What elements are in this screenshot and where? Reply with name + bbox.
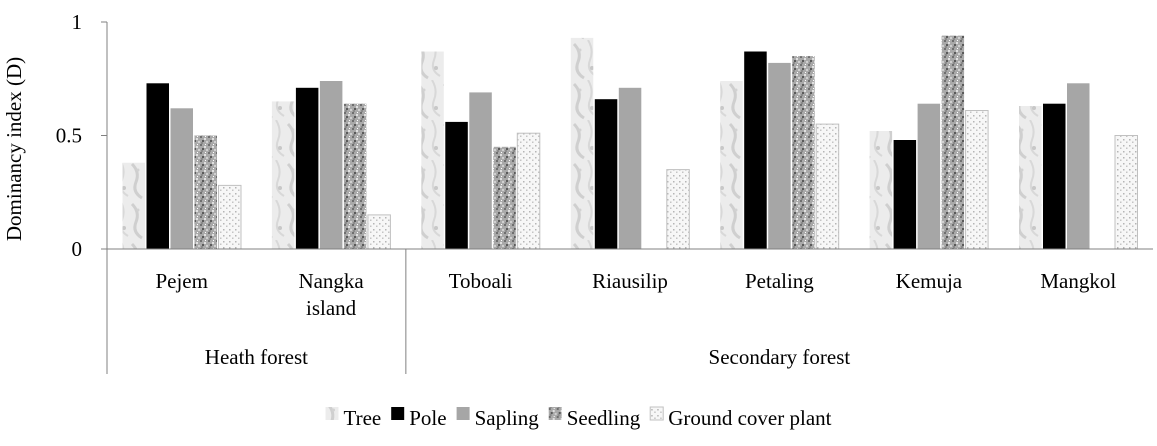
axes-layer [101,21,1153,374]
legend-swatch-seedling [548,407,562,420]
bar-sapling-6 [1067,83,1090,249]
bar-sapling-4 [768,62,791,250]
legend-label: Seedling [567,406,641,430]
bar-seedling-5 [941,35,965,249]
legend-item-sapling: Sapling [456,406,540,430]
bar-sapling-3 [618,87,642,249]
legend-label: Pole [409,406,446,430]
x-tick-label: Petaling [745,269,814,293]
x-tick-label: Nangka [298,269,364,293]
y-tick-label: 0 [72,237,83,261]
bar-ground-3 [666,169,690,250]
legend-label: Tree [344,406,382,430]
legend-swatch-ground [649,406,664,421]
bar-seedling-4 [792,56,815,249]
bar-seedling-0 [194,135,217,249]
y-tick-label: 0.5 [56,124,82,148]
legend-swatch-sapling [456,407,470,420]
bar-pole-3 [594,99,618,249]
bar-pole-2 [445,121,468,249]
x-tick-label: Toboali [449,269,513,293]
bar-tree-4 [720,81,743,249]
x-tick-label: Pejem [155,269,208,293]
bar-pole-0 [146,83,169,249]
bar-sapling-0 [170,108,193,249]
bar-ground-4 [815,123,840,250]
bar-tree-6 [1019,106,1042,249]
group-label: Secondary forest [709,345,851,369]
legend-label: Sapling [475,406,540,430]
bar-ground-1 [367,214,391,250]
x-tick-label: Riausilip [592,269,668,293]
x-tick-label: island [306,296,357,320]
bar-seedling-2 [493,146,516,249]
bar-ground-2 [516,132,541,250]
bar-tree-5 [869,131,893,249]
legend-label: Ground cover plant [668,406,831,430]
group-label: Heath forest [205,345,308,369]
bar-ground-5 [965,110,989,250]
bar-sapling-2 [469,92,492,250]
labels-layer: 0 0.5 1 Dominancy index (D) Pejem Nangka islan… [2,10,1116,369]
legend-item-tree: Tree [325,406,382,430]
bar-tree-0 [122,162,145,249]
bar-pole-1 [295,87,319,249]
y-tick-label: 1 [72,10,83,34]
x-tick-label: Mangkol [1040,269,1116,293]
legend-item-pole: Pole [391,406,447,430]
legend: Tree Pole Sapling Seedling Ground cover plan… [325,406,832,430]
bar-pole-4 [744,51,767,249]
x-tick-label: Kemuja [896,269,963,293]
legend-swatch-tree [325,407,339,420]
bar-tree-1 [271,101,295,250]
bar-seedling-1 [343,103,367,249]
legend-item-ground: Ground cover plant [649,406,832,430]
bar-ground-0 [218,184,242,250]
y-axis-title: Dominancy index (D) [2,57,26,241]
legend-item-seedling: Seedling [548,406,641,430]
bar-tree-2 [421,51,444,249]
bars-layer [122,35,1138,250]
legend-swatch-pole [391,407,405,420]
bar-sapling-5 [917,103,941,249]
bar-sapling-1 [319,81,343,249]
bar-pole-6 [1043,103,1066,249]
bar-tree-3 [570,37,594,250]
bar-pole-5 [893,140,917,249]
bar-ground-6 [1114,135,1138,250]
